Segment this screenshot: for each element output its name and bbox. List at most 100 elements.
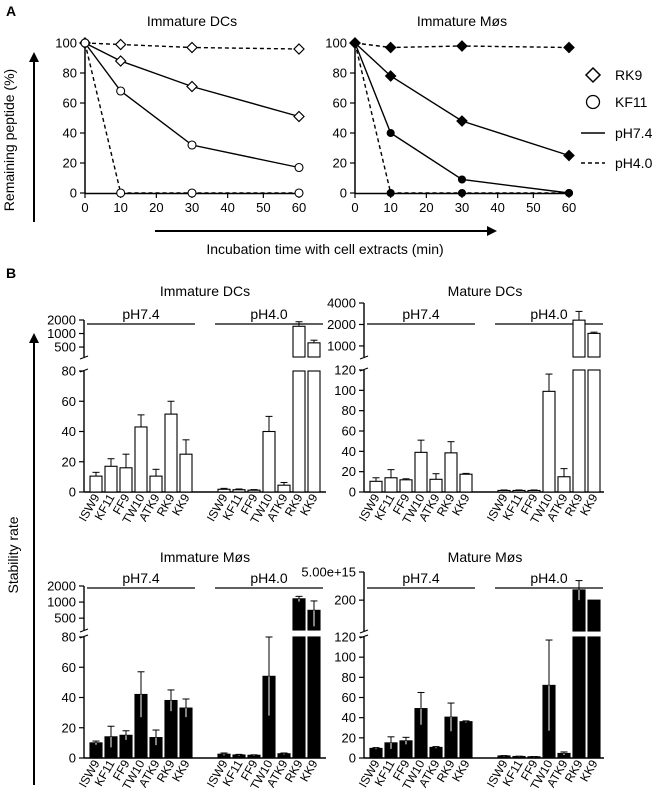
data-point-circle [187, 140, 197, 150]
panel-a-x-label: Incubation time with cell extracts (min) [206, 241, 443, 257]
series-line [84, 42, 300, 118]
category-label: KK9 [169, 491, 193, 518]
y-tick-label: 20 [63, 156, 77, 171]
bar [429, 478, 443, 493]
category-label: KK9 [169, 757, 193, 784]
y-tick-label: 20 [62, 454, 76, 469]
bar-upper-segment [587, 332, 601, 358]
axis-break-mark [79, 355, 89, 360]
legend-ph40-label: pH4.0 [615, 155, 653, 171]
data-point-diamond [186, 80, 198, 93]
series-line [354, 42, 569, 194]
y-tick-label: 40 [342, 444, 356, 459]
category-label: KK9 [577, 491, 601, 518]
y-tick-label: 500 [54, 611, 76, 626]
y-tick-label: 2000 [327, 317, 356, 332]
x-tick-label: 20 [419, 200, 433, 215]
bar [232, 489, 246, 493]
y-tick-label: 80 [63, 66, 77, 81]
y-tick-label: 100 [325, 36, 347, 51]
data-point-circle [294, 162, 304, 173]
group-label: pH7.4 [402, 306, 440, 322]
y-tick-label: 60 [342, 690, 356, 705]
category-label: KK9 [297, 491, 321, 518]
y-tick-label: 5.00e+15 [301, 565, 356, 580]
y-tick-label: 500 [54, 340, 76, 355]
y-tick-label: 100 [55, 36, 77, 51]
series-line [354, 42, 570, 194]
line-chart-immature-mos: Immature Møs 0 10 20 30 40 50 60 0 20 40 60 80 100 [325, 13, 576, 215]
x-tick-label: 0 [81, 200, 88, 215]
x-tick-label: 30 [455, 200, 469, 215]
bar [557, 476, 571, 493]
y-tick-label: 1000 [47, 595, 76, 610]
x-tick-label: 10 [113, 200, 127, 215]
bar-chart-mature-mos: Mature Møs pH7.4 pH4.0 0 20 40 60 80 100 120 200 5.… [301, 549, 604, 792]
chart-title: Mature Møs [448, 549, 523, 565]
y-tick-label: 20 [333, 156, 347, 171]
axis-break-mark [359, 629, 369, 634]
bar [104, 465, 118, 493]
x-tick-label: 40 [490, 200, 504, 215]
bar [414, 451, 428, 493]
y-tick-label: 40 [63, 126, 77, 141]
y-tick-label: 60 [342, 424, 356, 439]
y-tick-label: 0 [340, 186, 347, 201]
category-label: KK9 [449, 491, 473, 518]
series-line [84, 42, 300, 50]
data-point-diamond [186, 41, 198, 54]
panel-letter-b: B [6, 265, 16, 281]
bar [149, 475, 163, 493]
data-point-circle [457, 188, 467, 198]
bar-upper-segment [307, 342, 321, 358]
bar-lower-segment [307, 636, 321, 759]
bar-lower-segment [572, 636, 586, 759]
y-tick-label: 80 [62, 364, 76, 379]
y-tick-label: 40 [62, 424, 76, 439]
axis-break-mark [359, 355, 369, 360]
chart-title: Immature DCs [160, 283, 250, 299]
bar [164, 413, 178, 493]
y-tick-label: 1000 [47, 326, 76, 341]
bar-upper-segment [587, 599, 601, 632]
bar-upper-segment [572, 319, 586, 358]
y-tick-label: 120 [334, 363, 356, 378]
bar [119, 467, 133, 493]
chart-title: Immature Møs [417, 13, 507, 29]
panel-letter-a: A [6, 3, 16, 19]
y-tick-label: 40 [333, 126, 347, 141]
x-tick-label: 40 [220, 200, 234, 215]
data-point-circle [350, 38, 360, 48]
x-tick-label: 10 [383, 200, 397, 215]
bar [217, 488, 231, 493]
data-point-diamond [563, 41, 575, 54]
bar-lower-segment [587, 369, 601, 493]
y-tick-label: 0 [69, 751, 76, 766]
y-tick-label: 60 [62, 660, 76, 675]
x-tick-label: 60 [292, 200, 306, 215]
bar-upper-segment [292, 325, 306, 358]
data-point-circle [294, 188, 304, 198]
legend-circle-marker [585, 94, 601, 110]
bar-lower-segment [307, 370, 321, 493]
x-tick-label: 60 [562, 200, 576, 215]
data-point-circle [386, 188, 395, 198]
data-point-circle [80, 38, 90, 48]
panel-b-y-label: Stability rate [5, 516, 21, 593]
y-tick-label: 120 [334, 630, 356, 645]
data-point-diamond [456, 115, 468, 127]
group-label: pH7.4 [122, 570, 160, 586]
y-tick-label: 0 [349, 485, 356, 500]
data-point-diamond [293, 110, 305, 123]
legend-diamond-marker [584, 66, 602, 84]
legend-kf11-label: KF11 [615, 94, 648, 110]
data-point-diamond [384, 41, 397, 54]
data-point-circle [116, 86, 126, 96]
bar [542, 390, 556, 493]
y-tick-label: 60 [62, 394, 76, 409]
legend-rk9-label: RK9 [615, 67, 642, 83]
x-tick-label: 50 [526, 200, 540, 215]
bar [369, 480, 383, 493]
